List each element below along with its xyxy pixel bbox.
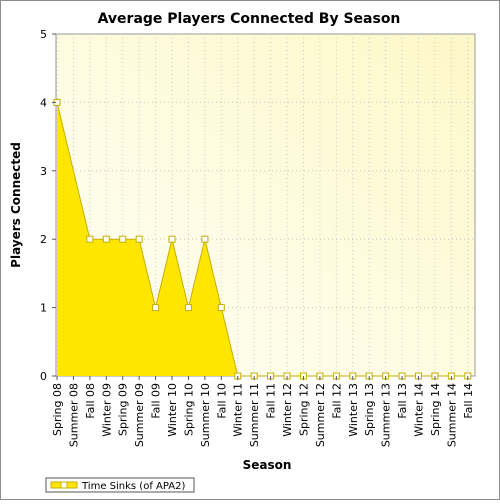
y-tick-label: 4 (40, 96, 47, 109)
x-tick-label: Fall 12 (330, 383, 343, 419)
x-tick-label: Spring 09 (117, 383, 130, 436)
x-tick-label: Spring 13 (363, 383, 376, 436)
y-tick-label: 1 (40, 302, 47, 315)
y-axis: 0 1 2 3 4 5 (40, 28, 56, 383)
x-tick-label: Fall 13 (396, 383, 409, 419)
data-point (152, 304, 160, 312)
data-point (119, 235, 127, 243)
x-tick-label: Summer 13 (380, 383, 393, 447)
x-tick-label: Winter 10 (166, 383, 179, 437)
data-point (102, 235, 110, 243)
y-tick-label: 0 (40, 370, 47, 383)
legend-marker (60, 481, 68, 489)
data-point (86, 235, 94, 243)
x-tick-label: Summer 10 (199, 383, 212, 447)
data-point (168, 235, 176, 243)
x-tick-label: Spring 08 (51, 383, 64, 436)
x-axis-title: Season (243, 458, 292, 472)
legend-box (45, 477, 195, 493)
y-tick-label: 3 (40, 165, 47, 178)
x-tick-label: Fall 08 (84, 383, 97, 419)
data-point (184, 304, 192, 312)
x-tick-label: Spring 14 (429, 383, 442, 436)
x-tick-label: Fall 10 (215, 383, 228, 419)
x-tick-label: Fall 09 (150, 383, 163, 419)
x-tick-label: Summer 14 (445, 383, 458, 447)
data-point (201, 235, 209, 243)
x-axis: Spring 08 Summer 08 Fall 08 Winter 09 Spring… (51, 376, 475, 447)
y-tick-label: 5 (40, 28, 47, 41)
x-tick-label: Fall 11 (265, 383, 278, 419)
x-tick-label: Summer 12 (314, 383, 327, 447)
y-axis-title: Players Connected (9, 142, 23, 268)
x-tick-label: Spring 10 (182, 383, 195, 436)
x-tick-label: Summer 08 (67, 383, 80, 447)
data-point (135, 235, 143, 243)
series-area (57, 102, 468, 377)
data-point (217, 304, 225, 312)
x-tick-label: Winter 11 (232, 383, 245, 437)
legend-label: Time Sinks (of APA2) (81, 481, 185, 492)
x-tick-label: Winter 12 (281, 383, 294, 437)
legend: Time Sinks (of APA2) (45, 477, 195, 493)
y-tick-label: 2 (40, 233, 47, 246)
x-tick-label: Fall 14 (462, 383, 475, 419)
x-tick-label: Summer 09 (133, 383, 146, 447)
chart-title: Average Players Connected By Season (98, 11, 401, 27)
x-tick-label: Summer 11 (248, 383, 261, 447)
x-tick-label: Spring 12 (297, 383, 310, 436)
x-tick-label: Winter 14 (412, 383, 425, 437)
x-tick-label: Winter 13 (347, 383, 360, 437)
x-tick-label: Winter 09 (100, 383, 113, 437)
